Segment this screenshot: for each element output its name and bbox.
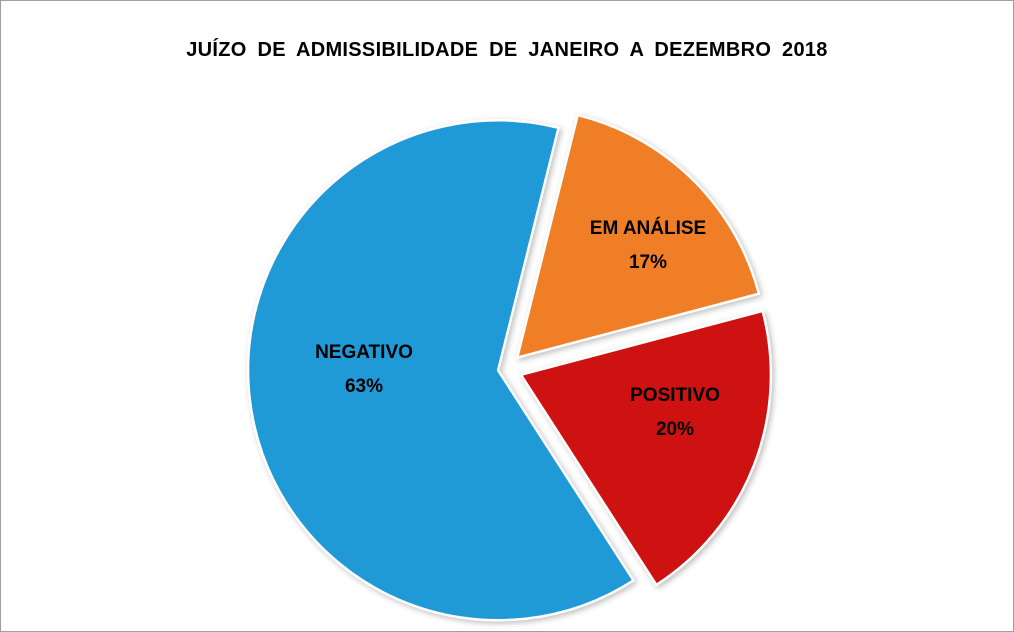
pie-slice-positivo [519,309,773,587]
chart-title: JUÍZO DE ADMISSIBILIDADE DE JANEIRO A DE… [186,39,828,61]
pie-slice-negativo [246,119,635,622]
pie-slice-em-analise [515,113,761,359]
